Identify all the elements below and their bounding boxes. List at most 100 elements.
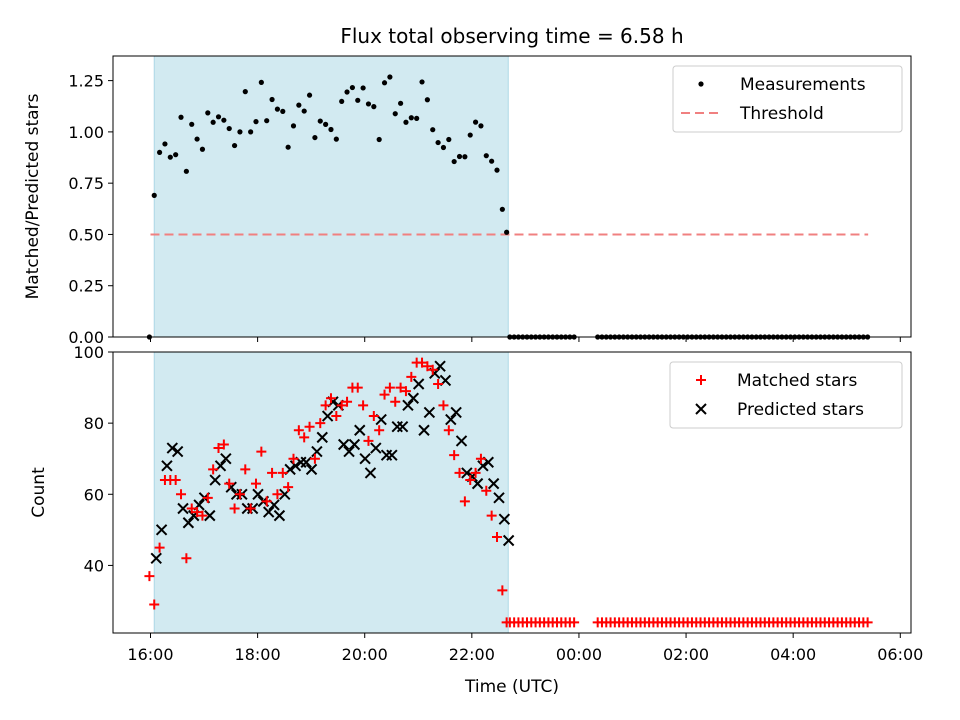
measurement-point bbox=[205, 110, 211, 116]
measurement-point bbox=[504, 229, 510, 235]
measurement-point bbox=[221, 117, 227, 123]
matched-star-point bbox=[374, 425, 385, 436]
measurement-point bbox=[199, 146, 206, 152]
predicted-star-point bbox=[273, 509, 286, 522]
x-tick-label: 22:00 bbox=[449, 645, 495, 664]
matched-star-point bbox=[176, 489, 187, 500]
measurement-point bbox=[269, 96, 275, 103]
predicted-star-point bbox=[386, 449, 398, 461]
matched-star-point bbox=[181, 553, 192, 564]
matched-star-point bbox=[459, 496, 470, 507]
measurement-point bbox=[355, 97, 361, 103]
measurement-point bbox=[339, 98, 345, 105]
predicted-star-point bbox=[498, 513, 511, 525]
matched-star-point bbox=[368, 411, 379, 422]
matched-star-point bbox=[417, 357, 428, 368]
measurement-point bbox=[323, 121, 329, 127]
predicted-star-point bbox=[177, 502, 189, 515]
measurement-point bbox=[258, 79, 264, 85]
count-plot-frame bbox=[112, 351, 912, 634]
predicted-star-point bbox=[396, 420, 409, 433]
matched-star-point bbox=[449, 450, 460, 461]
matched-star-point bbox=[315, 418, 326, 429]
y-tick-label: 0.75 bbox=[68, 174, 104, 193]
measurement-point bbox=[419, 79, 425, 85]
predicted-star-point bbox=[209, 474, 221, 486]
measurement-point bbox=[478, 123, 484, 129]
matched-star-point bbox=[299, 432, 310, 443]
matched-star-point bbox=[320, 400, 331, 411]
matched-star-point bbox=[422, 361, 433, 372]
legend-dot-marker bbox=[698, 81, 704, 87]
measurement-point bbox=[430, 127, 436, 133]
measurement-point bbox=[333, 136, 339, 142]
measurement-point bbox=[483, 153, 489, 159]
measurement-point bbox=[194, 136, 200, 142]
measurement-point bbox=[371, 104, 377, 110]
measurement-point bbox=[381, 80, 388, 86]
measurement-point bbox=[451, 158, 457, 165]
x-tick-label: 16:00 bbox=[127, 645, 173, 664]
predicted-star-point bbox=[337, 438, 350, 451]
measurement-point bbox=[462, 154, 468, 160]
predicted-star-point bbox=[450, 406, 462, 419]
predicted-star-point bbox=[455, 435, 468, 447]
measurement-point bbox=[317, 118, 323, 124]
matched-star-point bbox=[277, 467, 288, 478]
ratio-legend: Measurements Threshold bbox=[672, 65, 903, 133]
matched-star-point bbox=[427, 364, 438, 375]
matched-star-point bbox=[336, 400, 347, 411]
predicted-star-point bbox=[493, 492, 505, 504]
y-tick-label: 40 bbox=[84, 556, 104, 575]
matched-star-point bbox=[443, 425, 454, 436]
predicted-star-point bbox=[252, 488, 264, 500]
legend-label-predicted: Predicted stars bbox=[737, 400, 864, 420]
matched-star-point bbox=[384, 382, 395, 393]
matched-star-point bbox=[149, 599, 160, 610]
measurement-point bbox=[306, 92, 313, 98]
predicted-star-point bbox=[155, 524, 168, 536]
measurement-point bbox=[494, 167, 500, 173]
legend-label-matched: Matched stars bbox=[737, 371, 857, 391]
matched-star-point bbox=[497, 585, 508, 596]
matched-star-point bbox=[390, 396, 401, 407]
predicted-star-point bbox=[423, 406, 436, 419]
matched-star-point bbox=[272, 489, 283, 500]
predicted-star-point bbox=[343, 445, 355, 458]
measurement-point bbox=[296, 102, 302, 108]
matched-star-point bbox=[379, 389, 390, 400]
measurement-point bbox=[328, 126, 334, 133]
matched-star-point bbox=[213, 443, 224, 454]
predicted-star-point bbox=[354, 424, 366, 436]
count-panel: 40 60 80 100 Count 16:00 18:00 20:00 22:00 00:00 0… bbox=[29, 343, 923, 664]
x-tick-label: 00:00 bbox=[556, 645, 602, 664]
measurement-point bbox=[489, 158, 495, 164]
measurement-point bbox=[156, 149, 163, 156]
predicted-star-point bbox=[305, 463, 318, 476]
measurement-point bbox=[178, 114, 184, 120]
measurement-point bbox=[312, 134, 318, 141]
predicted-star-point bbox=[348, 438, 361, 451]
measurement-point bbox=[499, 206, 505, 212]
matched-star-point bbox=[256, 446, 267, 457]
predicted-star-point bbox=[321, 410, 334, 422]
y-tick-label: 100 bbox=[73, 343, 104, 362]
ratio-panel: 0.00 0.25 0.50 0.75 1.00 1.25 Matched/Predicte… bbox=[23, 55, 912, 347]
matched-star-point bbox=[293, 425, 304, 436]
matched-star-point bbox=[492, 531, 503, 542]
matched-star-point bbox=[240, 464, 251, 475]
measurement-point bbox=[392, 111, 398, 117]
matched-star-point bbox=[481, 485, 492, 496]
measurement-point bbox=[365, 101, 372, 107]
matched-star-point bbox=[470, 467, 481, 478]
measurement-point bbox=[274, 106, 281, 112]
measurement-point bbox=[226, 125, 232, 132]
y-tick-label: 0.25 bbox=[68, 277, 104, 296]
y-axis-label: Count bbox=[29, 467, 49, 518]
predicted-star-point bbox=[407, 392, 420, 404]
matched-star-point bbox=[569, 617, 580, 628]
matched-star-point bbox=[170, 475, 181, 486]
matched-star-point bbox=[400, 386, 411, 397]
y-tick-label: 1.00 bbox=[68, 123, 104, 142]
matched-star-point bbox=[331, 411, 342, 422]
